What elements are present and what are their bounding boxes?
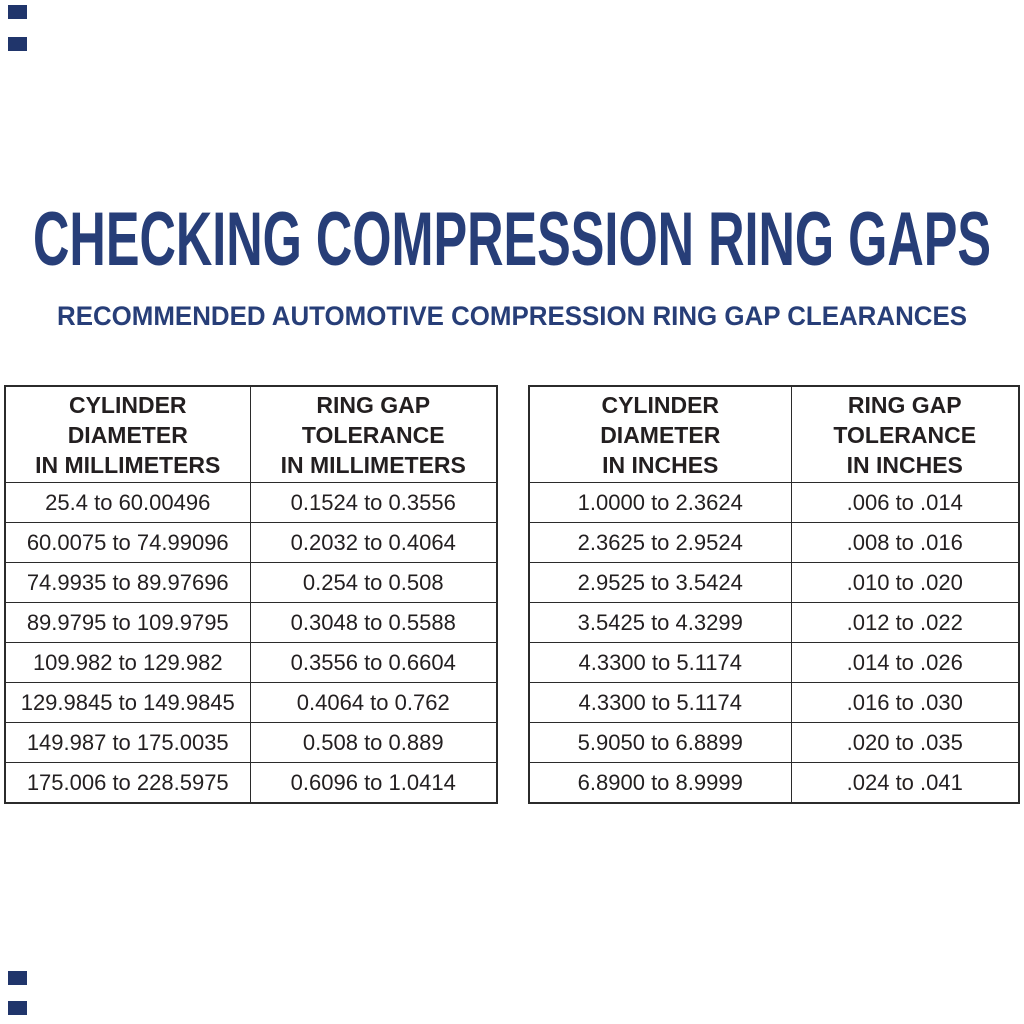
tolerance-cell: 0.3556 to 0.6604 xyxy=(249,642,498,683)
page-subtitle: RECOMMENDED AUTOMOTIVE COMPRESSION RING … xyxy=(57,301,967,331)
tolerance-cell: .016 to .030 xyxy=(790,682,1020,723)
diameter-cell: 4.3300 to 5.1174 xyxy=(528,642,792,683)
tolerance-cell: .014 to .026 xyxy=(790,642,1020,683)
table-row: 109.982 to 129.982 0.3556 to 0.6604 xyxy=(4,642,498,683)
table-row: 25.4 to 60.00496 0.1524 to 0.3556 xyxy=(4,482,498,523)
table-row: 129.9845 to 149.9845 0.4064 to 0.762 xyxy=(4,682,498,723)
diameter-cell: 2.3625 to 2.9524 xyxy=(528,522,792,563)
diameter-cell: 74.9935 to 89.97696 xyxy=(4,562,251,603)
print-mark xyxy=(8,1001,27,1015)
table-row: 89.9795 to 109.9795 0.3048 to 0.5588 xyxy=(4,602,498,643)
tolerance-cell: .010 to .020 xyxy=(790,562,1020,603)
table-row: 1.0000 to 2.3624 .006 to .014 xyxy=(528,482,1020,523)
table-row: 2.3625 to 2.9524 .008 to .016 xyxy=(528,522,1020,563)
tolerance-cell: .008 to .016 xyxy=(790,522,1020,563)
print-mark xyxy=(8,971,27,985)
diameter-cell: 4.3300 to 5.1174 xyxy=(528,682,792,723)
table-row: 4.3300 to 5.1174 .014 to .026 xyxy=(528,642,1020,683)
tolerance-cell: .006 to .014 xyxy=(790,482,1020,523)
tolerance-cell: 0.1524 to 0.3556 xyxy=(249,482,498,523)
tolerance-cell: 0.3048 to 0.5588 xyxy=(249,602,498,643)
inch-tolerance-header: RING GAP TOLERANCE IN INCHES xyxy=(790,385,1020,483)
diameter-cell: 3.5425 to 4.3299 xyxy=(528,602,792,643)
mm-tolerance-header: RING GAP TOLERANCE IN MILLIMETERS xyxy=(249,385,498,483)
mm-diameter-header: CYLINDER DIAMETER IN MILLIMETERS xyxy=(4,385,251,483)
table-row: 2.9525 to 3.5424 .010 to .020 xyxy=(528,562,1020,603)
inch-table: CYLINDER DIAMETER IN INCHES RING GAP TOL… xyxy=(528,385,1020,804)
inch-diameter-header: CYLINDER DIAMETER IN INCHES xyxy=(528,385,792,483)
diameter-cell: 25.4 to 60.00496 xyxy=(4,482,251,523)
page-title-svg: CHECKING COMPRESSION RING GAPS xyxy=(33,197,991,275)
diameter-cell: 129.9845 to 149.9845 xyxy=(4,682,251,723)
tolerance-cell: 0.6096 to 1.0414 xyxy=(249,762,498,804)
tolerance-cell: 0.2032 to 0.4064 xyxy=(249,522,498,563)
table-header-row: CYLINDER DIAMETER IN INCHES RING GAP TOL… xyxy=(528,385,1020,483)
tolerance-cell: 0.508 to 0.889 xyxy=(249,722,498,763)
diameter-cell: 175.006 to 228.5975 xyxy=(4,762,251,804)
page-subtitle-svg: RECOMMENDED AUTOMOTIVE COMPRESSION RING … xyxy=(57,301,967,331)
diameter-cell: 5.9050 to 6.8899 xyxy=(528,722,792,763)
table-row: 175.006 to 228.5975 0.6096 to 1.0414 xyxy=(4,762,498,804)
mm-table: CYLINDER DIAMETER IN MILLIMETERS RING GA… xyxy=(4,385,498,804)
table-header-row: CYLINDER DIAMETER IN MILLIMETERS RING GA… xyxy=(4,385,498,483)
tolerance-cell: 0.254 to 0.508 xyxy=(249,562,498,603)
diameter-cell: 60.0075 to 74.99096 xyxy=(4,522,251,563)
print-mark xyxy=(8,37,27,51)
table-row: 149.987 to 175.0035 0.508 to 0.889 xyxy=(4,722,498,763)
tolerance-cell: .024 to .041 xyxy=(790,762,1020,804)
tolerance-cell: .012 to .022 xyxy=(790,602,1020,643)
table-row: 3.5425 to 4.3299 .012 to .022 xyxy=(528,602,1020,643)
print-mark xyxy=(8,5,27,19)
table-row: 4.3300 to 5.1174 .016 to .030 xyxy=(528,682,1020,723)
diameter-cell: 89.9795 to 109.9795 xyxy=(4,602,251,643)
diameter-cell: 149.987 to 175.0035 xyxy=(4,722,251,763)
diameter-cell: 109.982 to 129.982 xyxy=(4,642,251,683)
tolerance-cell: .020 to .035 xyxy=(790,722,1020,763)
tolerance-cell: 0.4064 to 0.762 xyxy=(249,682,498,723)
page-title: CHECKING COMPRESSION RING GAPS xyxy=(33,197,991,275)
table-row: 5.9050 to 6.8899 .020 to .035 xyxy=(528,722,1020,763)
diameter-cell: 6.8900 to 8.9999 xyxy=(528,762,792,804)
table-row: 74.9935 to 89.97696 0.254 to 0.508 xyxy=(4,562,498,603)
diameter-cell: 2.9525 to 3.5424 xyxy=(528,562,792,603)
diameter-cell: 1.0000 to 2.3624 xyxy=(528,482,792,523)
table-row: 60.0075 to 74.99096 0.2032 to 0.4064 xyxy=(4,522,498,563)
table-row: 6.8900 to 8.9999 .024 to .041 xyxy=(528,762,1020,804)
